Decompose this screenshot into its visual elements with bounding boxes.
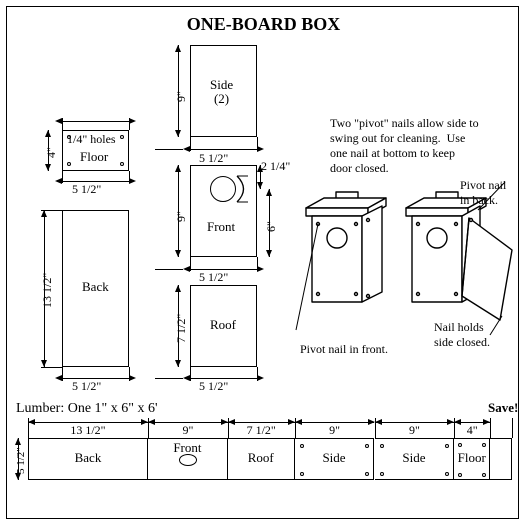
lumber-hole-icon	[179, 454, 197, 466]
floor-holes-label: 1/4" holes	[67, 133, 116, 146]
lumber-seg-floor: Floor	[454, 438, 490, 480]
lumber-seg-back: Back	[28, 438, 148, 480]
lumber-seg-label: Roof	[228, 451, 294, 465]
front-label: Front	[207, 220, 235, 234]
lumber-caption: Lumber: One 1" x 6" x 6'	[16, 400, 157, 418]
lumber-seg-label: Side	[295, 451, 374, 465]
lumber-seg-label: Floor	[454, 451, 489, 465]
lumber-dim-label: 9"	[168, 424, 208, 437]
birdhouse-closed	[300, 190, 410, 335]
lumber-dim-label: 9"	[394, 424, 434, 437]
side-label: Side (2)	[210, 78, 233, 107]
front-entrance-hole	[210, 176, 236, 202]
lumber-seg-side: Side	[295, 438, 375, 480]
lumber-dim-label: 4"	[452, 424, 492, 437]
back-label: Back	[82, 280, 109, 294]
note-pivot-front: Pivot nail in front.	[300, 342, 388, 357]
lumber-scrap	[490, 438, 512, 480]
dim-lumber-h-label: 5 1/2"	[15, 447, 27, 474]
dim-side-w	[190, 149, 257, 150]
lumber-seg-roof: Roof	[228, 438, 295, 480]
note-pivot: Two "pivot" nails allow side to swing ou…	[330, 116, 479, 176]
birdhouse-open	[400, 190, 527, 340]
dim-hole-offset: 2 1/4"	[261, 160, 290, 173]
roof-label: Roof	[210, 318, 236, 332]
lumber-dim-label: 9"	[315, 424, 355, 437]
dim-side-w-label: 5 1/2"	[199, 152, 228, 165]
lumber-seg-side: Side	[375, 438, 455, 480]
dim-side-h-label: 9"	[175, 91, 188, 102]
lumber-dim-label: 13 1/2"	[68, 424, 108, 437]
lumber-seg-label: Side	[375, 451, 454, 465]
dim-floor-h-label: 4"	[45, 147, 58, 158]
floor-label: Floor	[80, 150, 108, 164]
dim-floor-w-label: 5 1/2"	[72, 183, 101, 196]
lumber-save: Save!	[488, 400, 518, 416]
lumber-seg-label: Back	[29, 451, 147, 465]
page-title: ONE-BOARD BOX	[0, 14, 527, 35]
note-pivot-back: Pivot nail in back.	[460, 178, 506, 208]
lumber-seg-front: Front	[148, 438, 228, 480]
note-nail-closed: Nail holds side closed.	[434, 320, 490, 350]
hole-side-profile	[236, 176, 254, 202]
lumber-dim-label: 7 1/2"	[241, 424, 281, 437]
dim-back-h-label: 13 1/2"	[41, 273, 54, 308]
